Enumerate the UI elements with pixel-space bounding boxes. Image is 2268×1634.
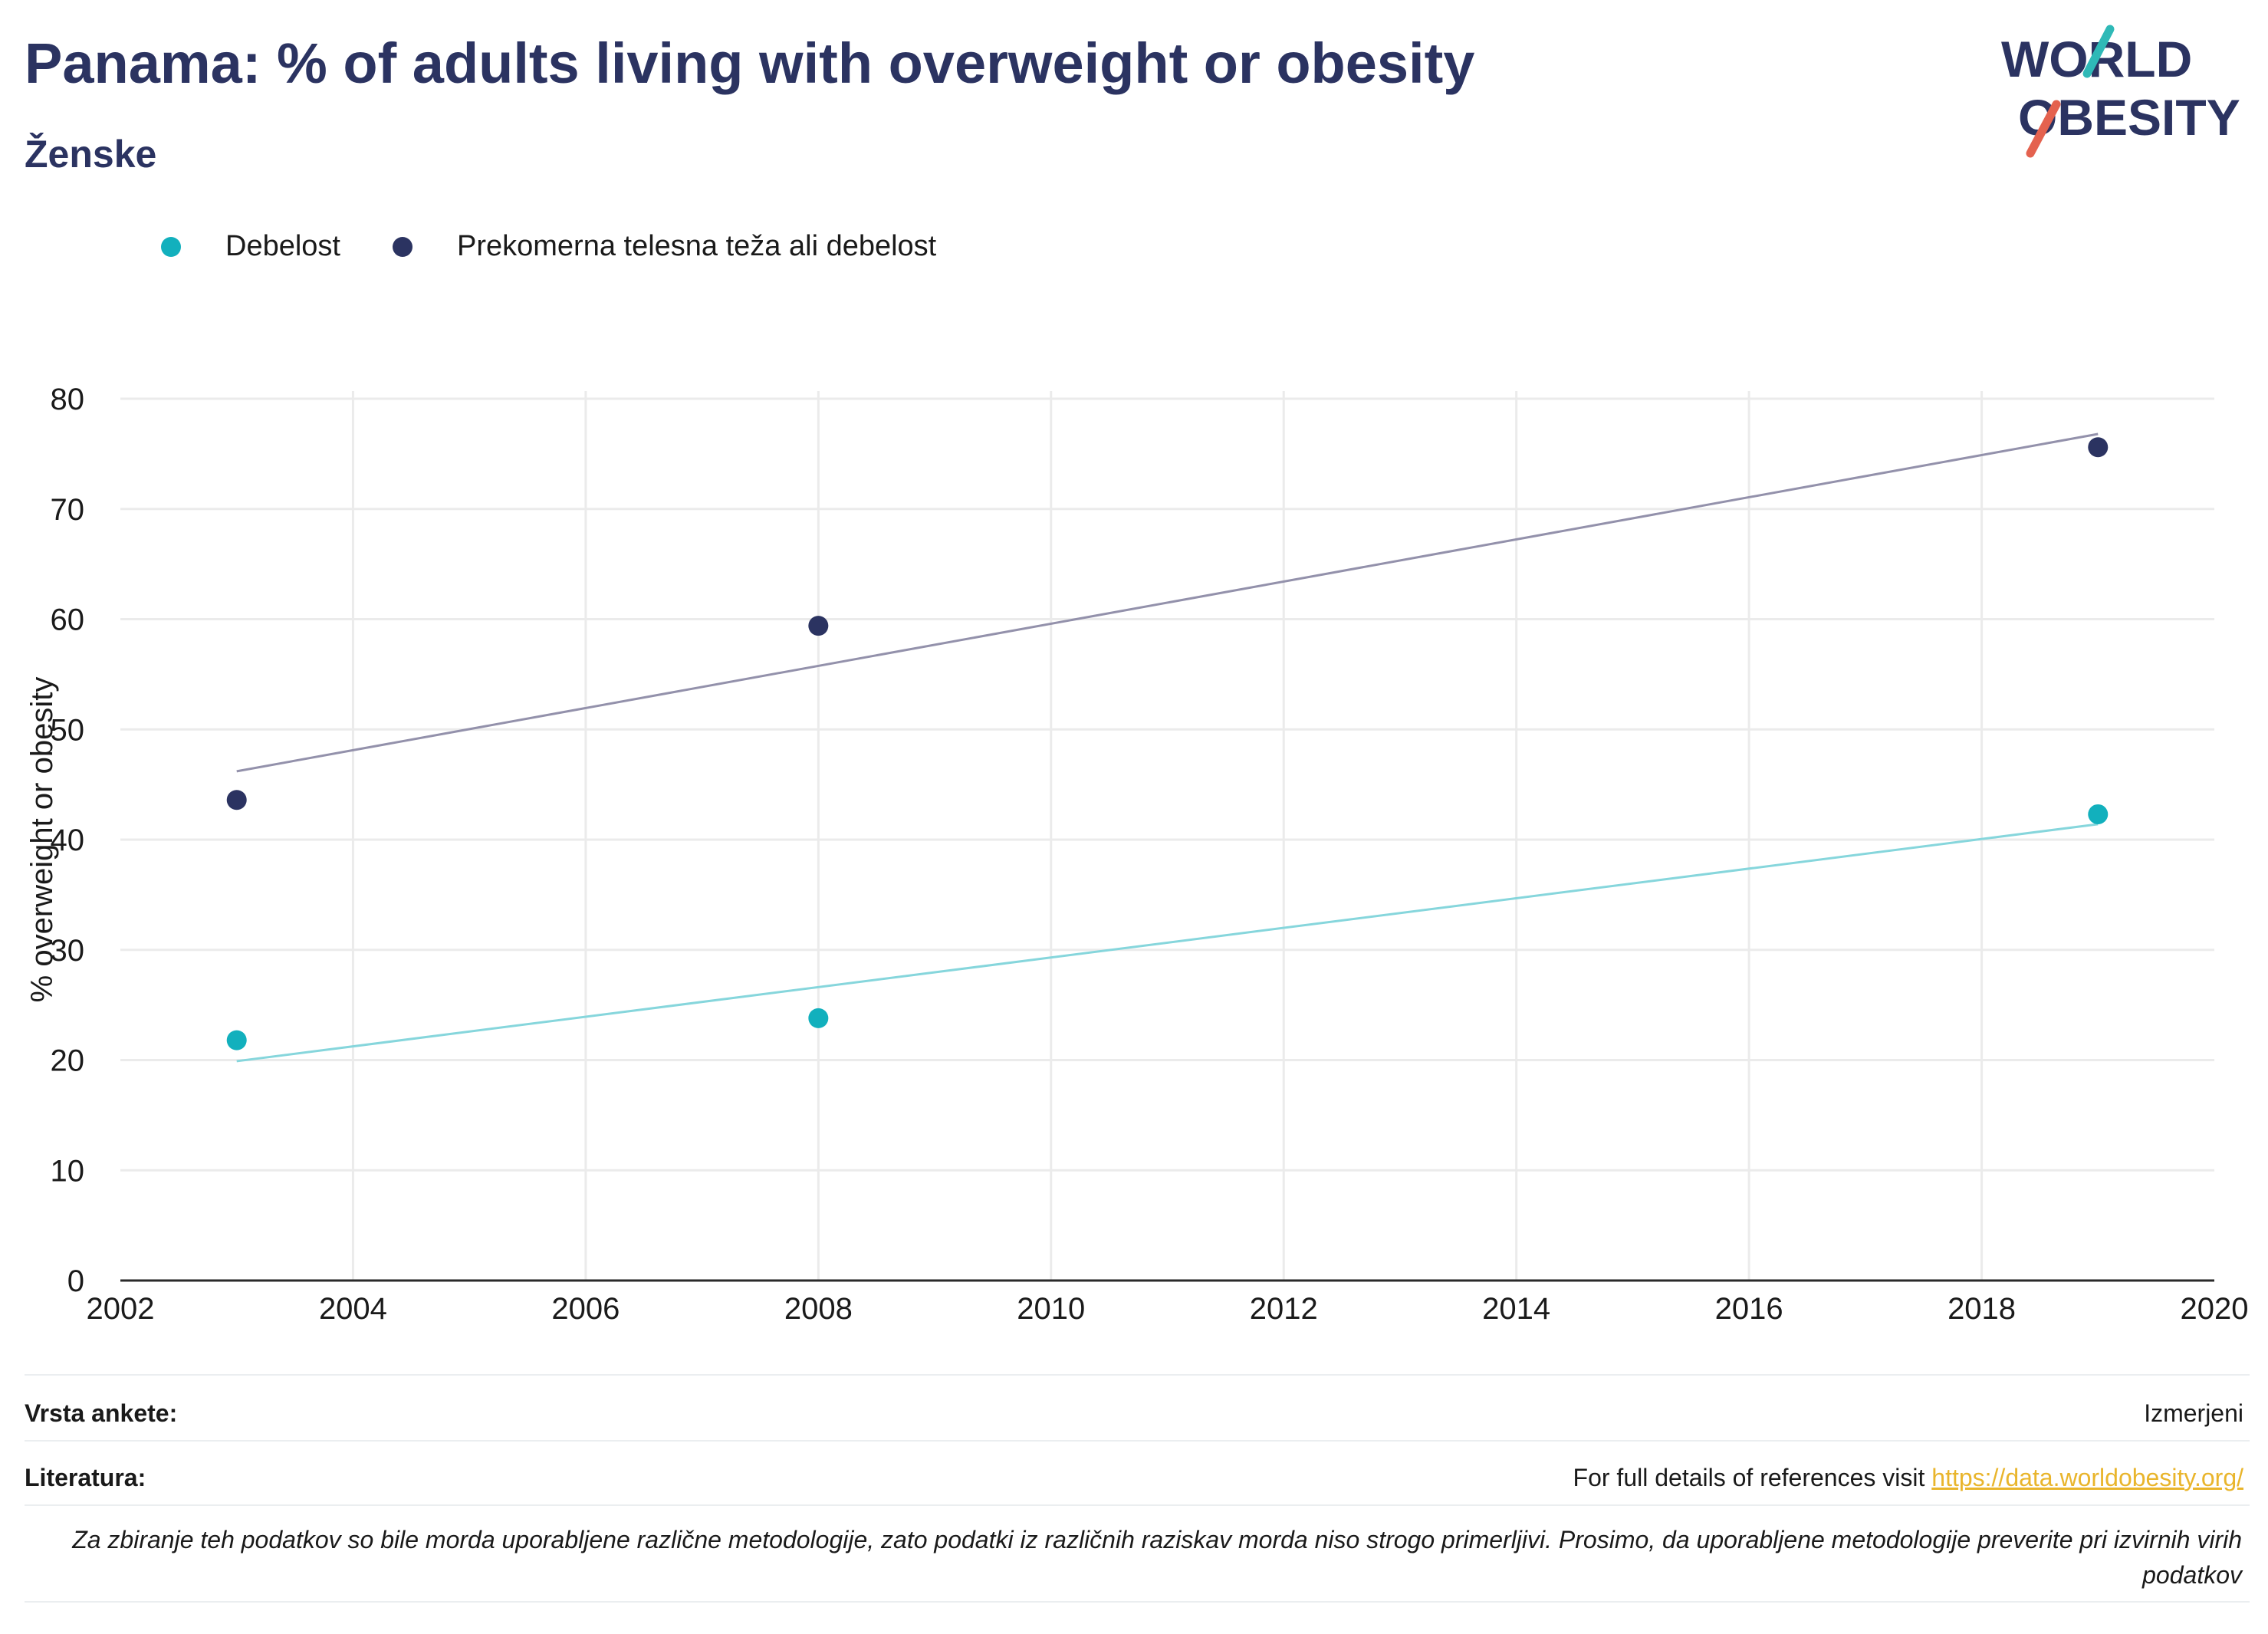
legend-label-obesity: Debelost <box>225 230 340 262</box>
y-axis-label: % overweight or obesity <box>25 677 59 1003</box>
x-tick-label: 2016 <box>1715 1292 1783 1326</box>
footer-divider <box>25 1374 2250 1376</box>
grid-lines <box>120 391 2214 1281</box>
data-point-0-2019[interactable] <box>2088 804 2109 824</box>
legend-marker-overweight <box>392 236 413 257</box>
survey-type-label: Vrsta ankete: <box>25 1399 178 1427</box>
legend-item-overweight[interactable]: Prekomerna telesna teža ali debelost <box>392 230 937 263</box>
x-tick-label: 2014 <box>1482 1292 1550 1326</box>
references-link[interactable]: https://data.worldobesity.org/ <box>1931 1463 2243 1491</box>
x-tick-label: 2006 <box>551 1292 620 1326</box>
x-tick-label: 2004 <box>319 1292 387 1326</box>
trend-line-1 <box>236 432 2099 773</box>
x-tick-label: 2020 <box>2181 1292 2249 1326</box>
data-point-1-2008[interactable] <box>808 616 829 636</box>
data-point-1-2019[interactable] <box>2088 437 2109 458</box>
survey-type-value: Izmerjeni <box>2144 1399 2243 1427</box>
x-axis-ticks: 2002 2004 2006 2008 2010 2012 2014 2016 2018 2020 <box>87 1292 2249 1326</box>
chart-title: Panama: % of adults living with overweig… <box>25 31 1475 95</box>
x-tick-label: 2012 <box>1250 1292 1318 1326</box>
y-tick-label: 60 <box>51 603 85 637</box>
data-points <box>226 437 2109 1050</box>
references-label: Literatura: <box>25 1463 146 1491</box>
data-point-0-2008[interactable] <box>808 1008 829 1028</box>
world-obesity-logo: WORLD OBESITY <box>2001 25 2240 158</box>
x-tick-label: 2018 <box>1948 1292 2016 1326</box>
data-point-1-2003[interactable] <box>226 790 247 810</box>
trend-lines <box>236 432 2099 1063</box>
chart-legend: Debelost Prekomerna telesna teža ali deb… <box>161 230 988 263</box>
footer-divider <box>25 1504 2250 1506</box>
y-tick-label: 0 <box>67 1264 84 1298</box>
footer-divider <box>25 1440 2250 1442</box>
x-tick-label: 2002 <box>87 1292 155 1326</box>
y-tick-label: 20 <box>51 1044 85 1078</box>
legend-label-overweight: Prekomerna telesna teža ali debelost <box>456 230 937 262</box>
y-tick-label: 10 <box>51 1154 85 1188</box>
chart-subtitle: Ženske <box>25 133 157 176</box>
y-tick-label: 80 <box>51 383 85 416</box>
y-tick-label: 70 <box>51 493 85 527</box>
legend-marker-obesity <box>161 236 181 257</box>
footer-divider <box>25 1601 2250 1603</box>
x-tick-label: 2010 <box>1017 1292 1085 1326</box>
methodology-note: Za zbiranje teh podatkov so bile morda u… <box>72 1526 2242 1589</box>
y-axis-ticks: 0 10 20 30 40 50 60 70 80 <box>51 383 85 1298</box>
references-text: For full details of references visit htt… <box>1573 1464 2243 1492</box>
y-tick-label: 40 <box>51 824 85 857</box>
survey-type-row: Vrsta ankete: Izmerjeni <box>25 1394 2250 1432</box>
x-tick-label: 2008 <box>784 1292 853 1326</box>
logo-word-obesity: OBESITY <box>2018 89 2240 146</box>
trend-line-0 <box>236 823 2099 1063</box>
legend-item-obesity[interactable]: Debelost <box>161 230 340 263</box>
references-prefix: For full details of references visit <box>1573 1463 1932 1491</box>
y-tick-label: 30 <box>51 934 85 968</box>
data-point-0-2003[interactable] <box>226 1030 247 1050</box>
references-row: Literatura: For full details of referenc… <box>25 1458 2250 1497</box>
y-tick-label: 50 <box>51 713 85 747</box>
